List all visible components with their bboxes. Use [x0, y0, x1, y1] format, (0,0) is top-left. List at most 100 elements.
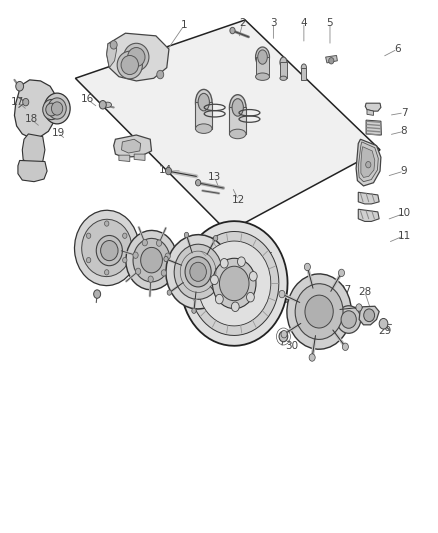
- Ellipse shape: [48, 98, 66, 119]
- Ellipse shape: [133, 238, 170, 282]
- Text: 21: 21: [102, 230, 116, 240]
- Ellipse shape: [190, 231, 279, 335]
- Ellipse shape: [232, 99, 244, 116]
- Circle shape: [142, 239, 148, 246]
- Text: 19: 19: [51, 128, 64, 138]
- Circle shape: [157, 70, 164, 79]
- Polygon shape: [195, 102, 212, 128]
- Circle shape: [99, 101, 106, 109]
- Ellipse shape: [198, 93, 209, 111]
- Circle shape: [161, 270, 166, 276]
- Circle shape: [156, 240, 162, 246]
- Text: 29: 29: [378, 326, 391, 336]
- Text: 17: 17: [11, 97, 25, 107]
- Text: 23: 23: [191, 236, 204, 246]
- Text: 9: 9: [401, 166, 407, 176]
- Polygon shape: [356, 139, 381, 186]
- Ellipse shape: [96, 236, 122, 266]
- Circle shape: [123, 233, 127, 238]
- Text: 18: 18: [25, 114, 38, 124]
- Circle shape: [366, 161, 371, 168]
- Polygon shape: [366, 120, 381, 135]
- Circle shape: [247, 293, 254, 302]
- Ellipse shape: [295, 284, 343, 340]
- Ellipse shape: [74, 211, 139, 286]
- Circle shape: [165, 253, 170, 260]
- Circle shape: [123, 257, 127, 263]
- Circle shape: [23, 99, 29, 106]
- Circle shape: [213, 236, 218, 241]
- Circle shape: [167, 290, 172, 295]
- Circle shape: [249, 271, 257, 281]
- Polygon shape: [367, 110, 374, 115]
- Text: 13: 13: [208, 172, 221, 182]
- Text: 8: 8: [401, 126, 407, 136]
- Polygon shape: [107, 41, 117, 68]
- Ellipse shape: [181, 221, 287, 346]
- Circle shape: [94, 290, 101, 298]
- Ellipse shape: [124, 43, 149, 71]
- Ellipse shape: [121, 55, 138, 75]
- Ellipse shape: [43, 100, 60, 119]
- Circle shape: [339, 269, 345, 277]
- Circle shape: [195, 180, 201, 186]
- Text: 6: 6: [394, 44, 401, 54]
- Ellipse shape: [280, 57, 287, 68]
- Text: 4: 4: [300, 18, 307, 28]
- Ellipse shape: [255, 47, 269, 67]
- Circle shape: [148, 276, 153, 282]
- Polygon shape: [114, 135, 152, 157]
- Ellipse shape: [104, 102, 112, 108]
- Circle shape: [230, 27, 235, 34]
- Circle shape: [86, 233, 91, 238]
- Polygon shape: [121, 139, 141, 153]
- Ellipse shape: [337, 306, 360, 333]
- Text: 26: 26: [320, 281, 334, 292]
- Ellipse shape: [141, 247, 162, 273]
- Circle shape: [192, 308, 196, 313]
- Ellipse shape: [195, 124, 212, 133]
- Polygon shape: [14, 80, 57, 138]
- Text: 10: 10: [397, 208, 410, 219]
- Polygon shape: [22, 134, 45, 166]
- Polygon shape: [119, 155, 130, 161]
- Polygon shape: [365, 103, 381, 111]
- Text: 2: 2: [240, 18, 246, 28]
- Circle shape: [135, 268, 141, 274]
- Ellipse shape: [230, 129, 246, 139]
- Circle shape: [379, 318, 388, 329]
- Ellipse shape: [46, 103, 57, 116]
- Text: 5: 5: [327, 18, 333, 28]
- Circle shape: [164, 256, 168, 262]
- Circle shape: [110, 41, 117, 49]
- Polygon shape: [230, 108, 246, 134]
- Circle shape: [184, 232, 189, 238]
- Circle shape: [166, 167, 172, 175]
- Text: 11: 11: [397, 231, 410, 241]
- Circle shape: [220, 259, 228, 268]
- Polygon shape: [358, 192, 379, 204]
- Text: 1: 1: [181, 20, 187, 30]
- Text: 15: 15: [117, 142, 130, 152]
- Ellipse shape: [127, 47, 145, 67]
- Polygon shape: [358, 209, 379, 221]
- Polygon shape: [75, 20, 380, 232]
- Circle shape: [133, 252, 138, 259]
- Ellipse shape: [280, 76, 287, 80]
- Ellipse shape: [195, 90, 212, 115]
- Text: 30: 30: [286, 341, 299, 351]
- Circle shape: [279, 331, 288, 342]
- Circle shape: [105, 221, 109, 226]
- Circle shape: [279, 290, 285, 298]
- Text: 14: 14: [159, 165, 173, 175]
- Ellipse shape: [44, 93, 70, 124]
- Text: 3: 3: [270, 18, 277, 28]
- Text: 22: 22: [141, 236, 154, 246]
- Polygon shape: [301, 68, 307, 80]
- Polygon shape: [280, 62, 287, 78]
- Ellipse shape: [117, 51, 142, 79]
- Ellipse shape: [219, 266, 249, 301]
- Polygon shape: [361, 147, 375, 177]
- Text: 7: 7: [401, 108, 407, 118]
- Polygon shape: [18, 160, 47, 182]
